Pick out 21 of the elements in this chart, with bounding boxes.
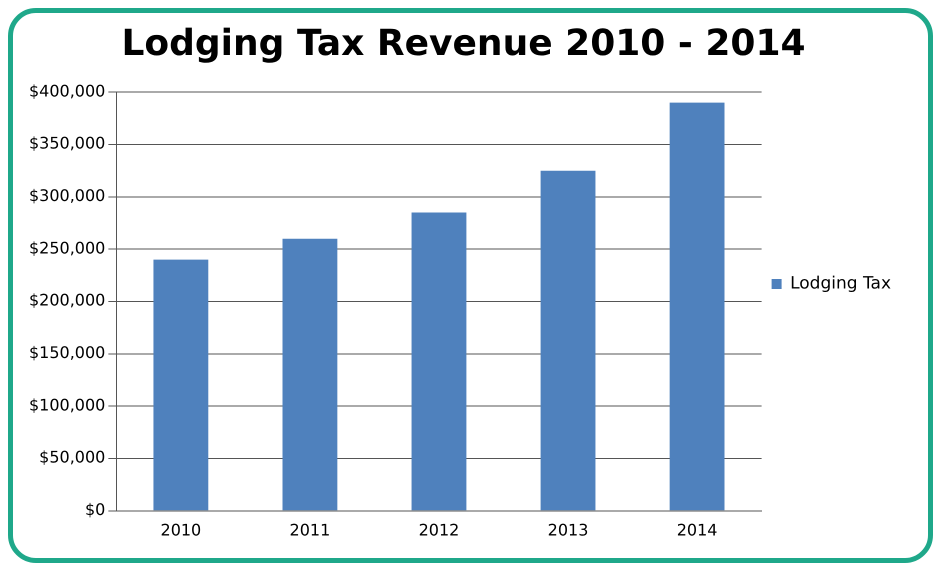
y-tick-label: $0 (84, 500, 106, 519)
y-tick-label: $250,000 (29, 238, 106, 258)
y-tick-label: $300,000 (29, 186, 106, 206)
y-tick-label: $100,000 (29, 395, 106, 414)
bar (670, 102, 724, 510)
y-tick-label: $350,000 (29, 134, 106, 153)
x-tick-label: 2011 (290, 520, 330, 540)
x-tick-label: 2014 (676, 520, 718, 540)
bar (153, 260, 208, 510)
y-tick-label: $50,000 (39, 448, 106, 467)
y-tick-label: $200,000 (29, 290, 106, 310)
bar (282, 238, 338, 510)
x-tick-label: 2010 (160, 520, 202, 540)
x-tick-label: 2012 (418, 520, 460, 540)
bar (412, 212, 466, 510)
y-tick-label: $150,000 (29, 342, 106, 362)
bar (540, 170, 596, 510)
legend-label: Lodging Tax (790, 273, 892, 294)
chart-title: Lodging Tax Revenue 2010 - 2014 (121, 22, 806, 64)
x-tick-label: 2013 (548, 520, 588, 540)
y-tick-label: $400,000 (29, 81, 106, 100)
